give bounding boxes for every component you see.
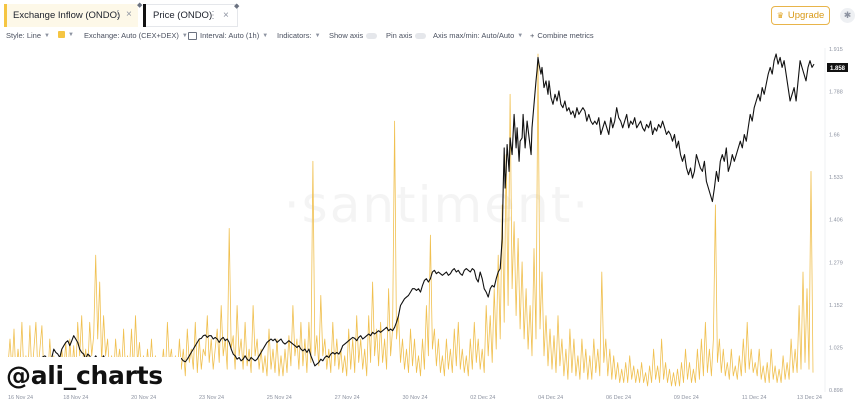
author-watermark: @ali_charts — [0, 357, 181, 394]
toggle-switch[interactable] — [366, 32, 378, 39]
y-tick-label: 1.025 — [829, 345, 843, 351]
more-options-icon[interactable]: ⋮ — [113, 9, 123, 20]
interval-label: Interval: Auto (1h) — [200, 31, 260, 40]
y-tick-label: 1.788 — [829, 90, 843, 96]
y-tick-label: 1.533 — [829, 175, 843, 181]
calendar-icon — [188, 31, 197, 40]
y-tick-label: 0.898 — [829, 388, 843, 394]
upgrade-button[interactable]: ♛ Upgrade — [771, 6, 830, 25]
x-tick-label: 06 Dec 24 — [606, 395, 631, 401]
x-tick-label: 02 Dec 24 — [470, 395, 495, 401]
current-price-value: 1.858 — [830, 66, 846, 72]
axis-minmax-dropdown[interactable]: Axis max/min: Auto/Auto ▼ — [433, 31, 523, 40]
close-icon[interactable]: × — [223, 10, 229, 21]
plus-icon: + — [530, 31, 535, 40]
exchange-label: Exchange: Auto (CEX+DEX) — [84, 31, 179, 40]
settings-gear-icon[interactable]: ✱ — [840, 8, 855, 23]
tab-price[interactable]: Price (ONDO) ⋮ × ◆ — [143, 3, 240, 27]
pin-axis-toggle[interactable]: Pin axis — [386, 31, 427, 40]
indicators-dropdown[interactable]: Indicators: ▼ — [277, 31, 321, 40]
chevron-down-icon: ▼ — [68, 31, 74, 38]
current-price-box — [827, 63, 848, 72]
x-tick-label: 11 Dec 24 — [742, 395, 767, 401]
close-icon[interactable]: × — [126, 9, 132, 20]
interval-dropdown[interactable]: Interval: Auto (1h) ▼ — [188, 31, 268, 40]
y-tick-label: 1.915 — [829, 47, 843, 53]
x-axis: 16 Nov 24 18 Nov 24 20 Nov 24 23 Nov 24 25 N… — [8, 395, 822, 401]
chart-toolbar: Style: Line ▼ ▼ Exchange: Auto (CEX+DEX)… — [0, 28, 860, 44]
x-tick-label: 16 Nov 24 — [8, 395, 33, 401]
show-axis-label: Show axis — [329, 31, 364, 40]
y-tick-label: 1.279 — [829, 260, 843, 266]
santiment-watermark: ·santiment· — [284, 176, 590, 234]
crown-icon: ♛ — [776, 11, 784, 20]
x-tick-label: 18 Nov 24 — [63, 395, 88, 401]
x-tick-label: 30 Nov 24 — [402, 395, 427, 401]
chevron-down-icon: ▼ — [262, 32, 269, 39]
axis-minmax-label: Axis max/min: Auto/Auto — [433, 31, 515, 40]
chevron-down-icon: ▼ — [181, 32, 188, 39]
x-tick-label: 25 Nov 24 — [267, 395, 292, 401]
combine-metrics-label: Combine metrics — [537, 31, 594, 40]
pin-icon[interactable]: ◆ — [137, 2, 143, 9]
style-dropdown[interactable]: Style: Line ▼ — [6, 31, 50, 40]
show-axis-toggle[interactable]: Show axis — [329, 31, 378, 40]
more-options-icon[interactable]: ⋮ — [208, 10, 218, 21]
y-tick-label: 1.152 — [829, 303, 843, 309]
toggle-switch[interactable] — [415, 32, 427, 39]
indicators-label: Indicators: — [277, 31, 312, 40]
chevron-down-icon: ▼ — [314, 32, 321, 39]
exchange-dropdown[interactable]: Exchange: Auto (CEX+DEX) ▼ — [84, 31, 188, 40]
pin-icon[interactable]: ◆ — [234, 3, 240, 10]
current-price-label: 1.858 — [827, 63, 848, 72]
x-tick-label: 04 Dec 24 — [538, 395, 563, 401]
y-tick-label: 1.66 — [829, 133, 840, 139]
metric-tabs-bar: Exchange Inflow (ONDO) ⋮ × ◆ Price (ONDO… — [0, 0, 860, 32]
pin-axis-label: Pin axis — [386, 31, 413, 40]
y-axis: 1.915 1.788 1.66 1.533 1.406 1.279 1.152 1.025 0… — [829, 47, 843, 394]
x-tick-label: 13 Dec 24 — [797, 395, 822, 401]
x-tick-label: 09 Dec 24 — [674, 395, 699, 401]
combine-metrics-button[interactable]: + Combine metrics — [530, 31, 594, 40]
style-label: Style: Line — [6, 31, 42, 40]
color-swatch — [58, 31, 65, 38]
tab-label: Price (ONDO) — [153, 10, 213, 21]
upgrade-label: Upgrade — [787, 10, 825, 21]
color-picker[interactable]: ▼ — [58, 31, 74, 38]
chevron-down-icon: ▼ — [44, 32, 50, 39]
x-tick-label: 23 Nov 24 — [199, 395, 224, 401]
x-tick-label: 20 Nov 24 — [131, 395, 156, 401]
y-tick-label: 1.406 — [829, 218, 843, 224]
tab-color-marker — [4, 4, 7, 27]
chevron-down-icon: ▼ — [517, 32, 524, 39]
tab-label: Exchange Inflow (ONDO) — [13, 10, 121, 21]
tab-exchange-inflow[interactable]: Exchange Inflow (ONDO) ⋮ × ◆ — [4, 2, 142, 27]
x-tick-label: 27 Nov 24 — [335, 395, 360, 401]
tab-color-marker — [143, 4, 146, 27]
